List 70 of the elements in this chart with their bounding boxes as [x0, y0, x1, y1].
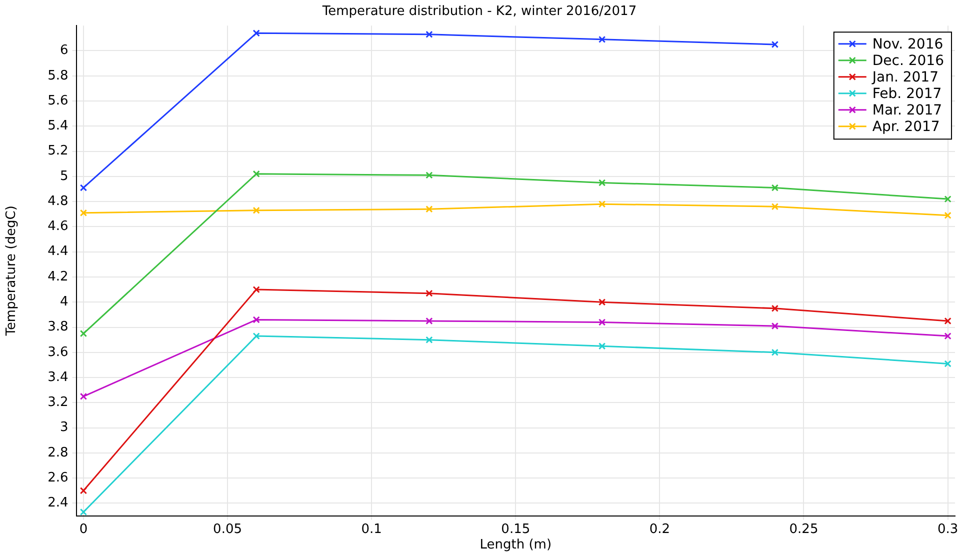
y-tick-label: 2.6	[48, 470, 68, 486]
point	[598, 298, 606, 306]
point	[944, 212, 952, 219]
y-tick-label: 5	[60, 168, 68, 184]
y-tick-label: 5.8	[48, 68, 68, 84]
y-tick-label: 3.8	[48, 320, 68, 335]
y-tick-label: 4.4	[48, 244, 68, 260]
point	[944, 360, 952, 368]
y-tick-label: 5.6	[48, 93, 68, 108]
point	[80, 184, 88, 192]
legend-label: Jan. 2017	[871, 69, 939, 86]
legend-label: Dec. 2016	[872, 52, 944, 69]
point	[771, 322, 779, 330]
legend-label: Feb. 2017	[872, 86, 942, 102]
point	[598, 36, 606, 44]
point	[771, 40, 779, 48]
point	[598, 179, 606, 186]
point	[252, 30, 260, 37]
point	[252, 332, 260, 340]
legend-label: Nov. 2016	[872, 36, 944, 52]
legend-label: Apr. 2017	[872, 118, 940, 135]
point	[80, 508, 88, 516]
y-tick-label: 2.4	[48, 496, 68, 511]
legend-label: Mar. 2017	[872, 102, 942, 118]
point	[944, 195, 952, 203]
point	[598, 200, 606, 208]
point	[771, 304, 779, 312]
y-tick-label: 3.6	[48, 344, 68, 360]
point	[598, 318, 606, 326]
y-tick-label: 5.2	[48, 144, 68, 159]
y-tick-label: 6	[60, 43, 68, 58]
point	[426, 317, 433, 325]
y-tick-label: 4.8	[48, 194, 68, 209]
x-tick-label: 0.1	[361, 522, 382, 537]
point	[80, 209, 88, 216]
point	[80, 330, 88, 338]
point	[771, 348, 779, 356]
y-tick-label: 3	[60, 420, 68, 436]
point	[80, 487, 88, 494]
y-tick-label: 5.4	[48, 118, 68, 134]
point	[252, 316, 260, 324]
point	[771, 184, 779, 192]
point	[426, 336, 433, 344]
x-tick-label: 0.2	[649, 522, 670, 537]
point	[80, 392, 88, 400]
y-axis-title: Temperature (degC)	[4, 206, 20, 337]
point	[944, 317, 952, 325]
point	[426, 172, 433, 179]
chart-title: Temperature distribution - K2, winter 2016/2017	[321, 4, 637, 20]
y-tick-label: 2.8	[48, 445, 68, 460]
x-tick-label: 0.15	[501, 522, 530, 537]
y-tick-label: 3.4	[48, 370, 68, 385]
point	[426, 206, 433, 213]
point	[252, 206, 260, 214]
point	[252, 286, 260, 294]
y-tick-label: 4	[60, 294, 68, 310]
point	[426, 290, 433, 297]
y-tick-label: 3.2	[48, 395, 68, 410]
point	[252, 170, 260, 178]
point	[771, 203, 779, 210]
x-tick-label: 0	[79, 522, 88, 537]
x-tick-label: 0.25	[789, 522, 818, 537]
x-axis-title: Length (m)	[480, 538, 552, 553]
x-tick-label: 0.05	[213, 522, 242, 537]
y-tick-label: 4.6	[48, 219, 68, 234]
point	[426, 30, 433, 38]
y-tick-label: 4.2	[48, 269, 68, 284]
point	[944, 332, 952, 340]
point	[598, 342, 606, 350]
x-tick-label: 0.3	[937, 522, 958, 537]
